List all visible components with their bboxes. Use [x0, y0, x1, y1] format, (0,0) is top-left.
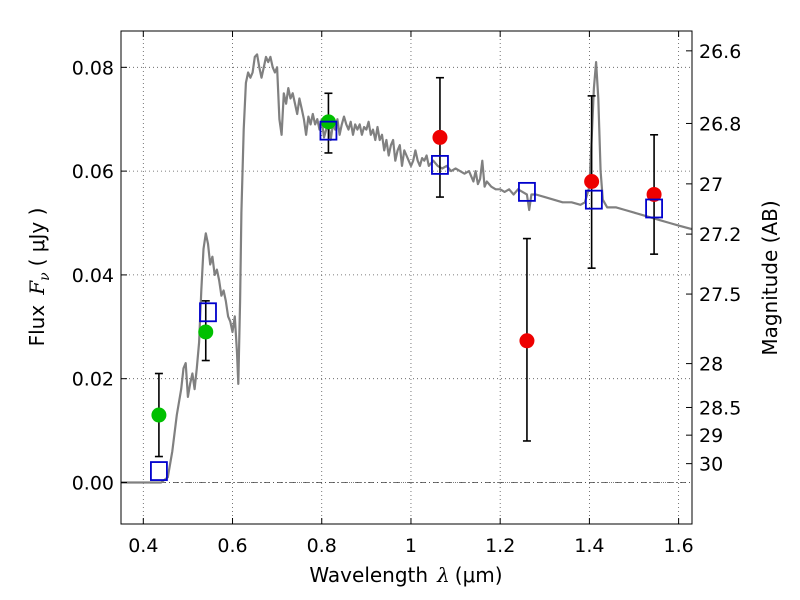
y-tick-label: 0.08	[72, 57, 114, 79]
y2-tick-label: 26.6	[699, 41, 741, 63]
model-photometry-square	[518, 181, 536, 202]
model-photometry-square	[150, 461, 168, 481]
marker-layer	[150, 114, 663, 481]
y-axis-label-symbol: F	[25, 280, 49, 296]
y2-tick-label: 27.2	[699, 224, 741, 246]
red-data-point	[584, 173, 600, 189]
y2-tick-label: 26.8	[699, 113, 741, 135]
x-tick-label: 0.6	[217, 535, 247, 557]
red-data-point	[646, 186, 662, 202]
model-spectrum-layer	[121, 53, 692, 484]
y2-tick-label: 27.5	[699, 284, 741, 306]
y-tick-label: 0.00	[72, 472, 114, 494]
x-tick-label: 1	[405, 535, 417, 557]
x-tick-label: 1.2	[485, 535, 515, 557]
ticks: 0.4 0.6 0.8 1 1.2 1.4 1.6 0.00 0.02 0.04 0.06 0.08 2…	[72, 31, 741, 557]
model-photometry-square	[645, 198, 663, 219]
model-photometry-square	[431, 154, 449, 175]
y2-tick-label: 30	[699, 454, 723, 476]
grid	[121, 31, 692, 524]
x-tick-label: 1.6	[664, 535, 694, 557]
y-axis-label-sub: ν	[37, 272, 53, 281]
y-axis-label-text: Flux	[25, 305, 49, 347]
x-tick-label: 1.4	[574, 535, 604, 557]
green-data-point	[151, 407, 167, 423]
errorbar-layer	[154, 76, 659, 458]
green-data-point	[198, 324, 214, 340]
x-tick-label: 0.8	[307, 535, 337, 557]
plot-frame	[120, 30, 693, 525]
y2-tick-label: 29	[699, 425, 723, 447]
y2-tick-label: 28	[699, 354, 723, 376]
y-axis-label: Flux Fν ( μJy )	[25, 208, 53, 347]
red-data-point	[432, 129, 448, 145]
x-axis-label-symbol: λ	[436, 563, 450, 587]
red-data-point	[519, 333, 535, 349]
y-tick-label: 0.06	[72, 161, 114, 183]
y2-tick-label: 28.5	[699, 397, 741, 419]
x-axis-label-unit: (μm)	[455, 563, 503, 587]
y-axis-label-unit: ( μJy )	[25, 208, 49, 267]
x-axis-label: Wavelength λ (μm)	[309, 563, 502, 587]
model-photometry-square	[584, 189, 603, 210]
model-spectrum-line	[121, 53, 692, 484]
y2-tick-label: 27	[699, 174, 723, 196]
x-tick-label: 0.4	[128, 535, 158, 557]
model-photometry-square	[199, 302, 217, 323]
x-axis-label-text: Wavelength	[309, 563, 428, 587]
y2-axis-label: Magnitude (AB)	[758, 200, 782, 355]
model-photometry-square	[319, 120, 338, 141]
y-tick-label: 0.02	[72, 369, 114, 391]
y-tick-label: 0.04	[72, 265, 114, 287]
